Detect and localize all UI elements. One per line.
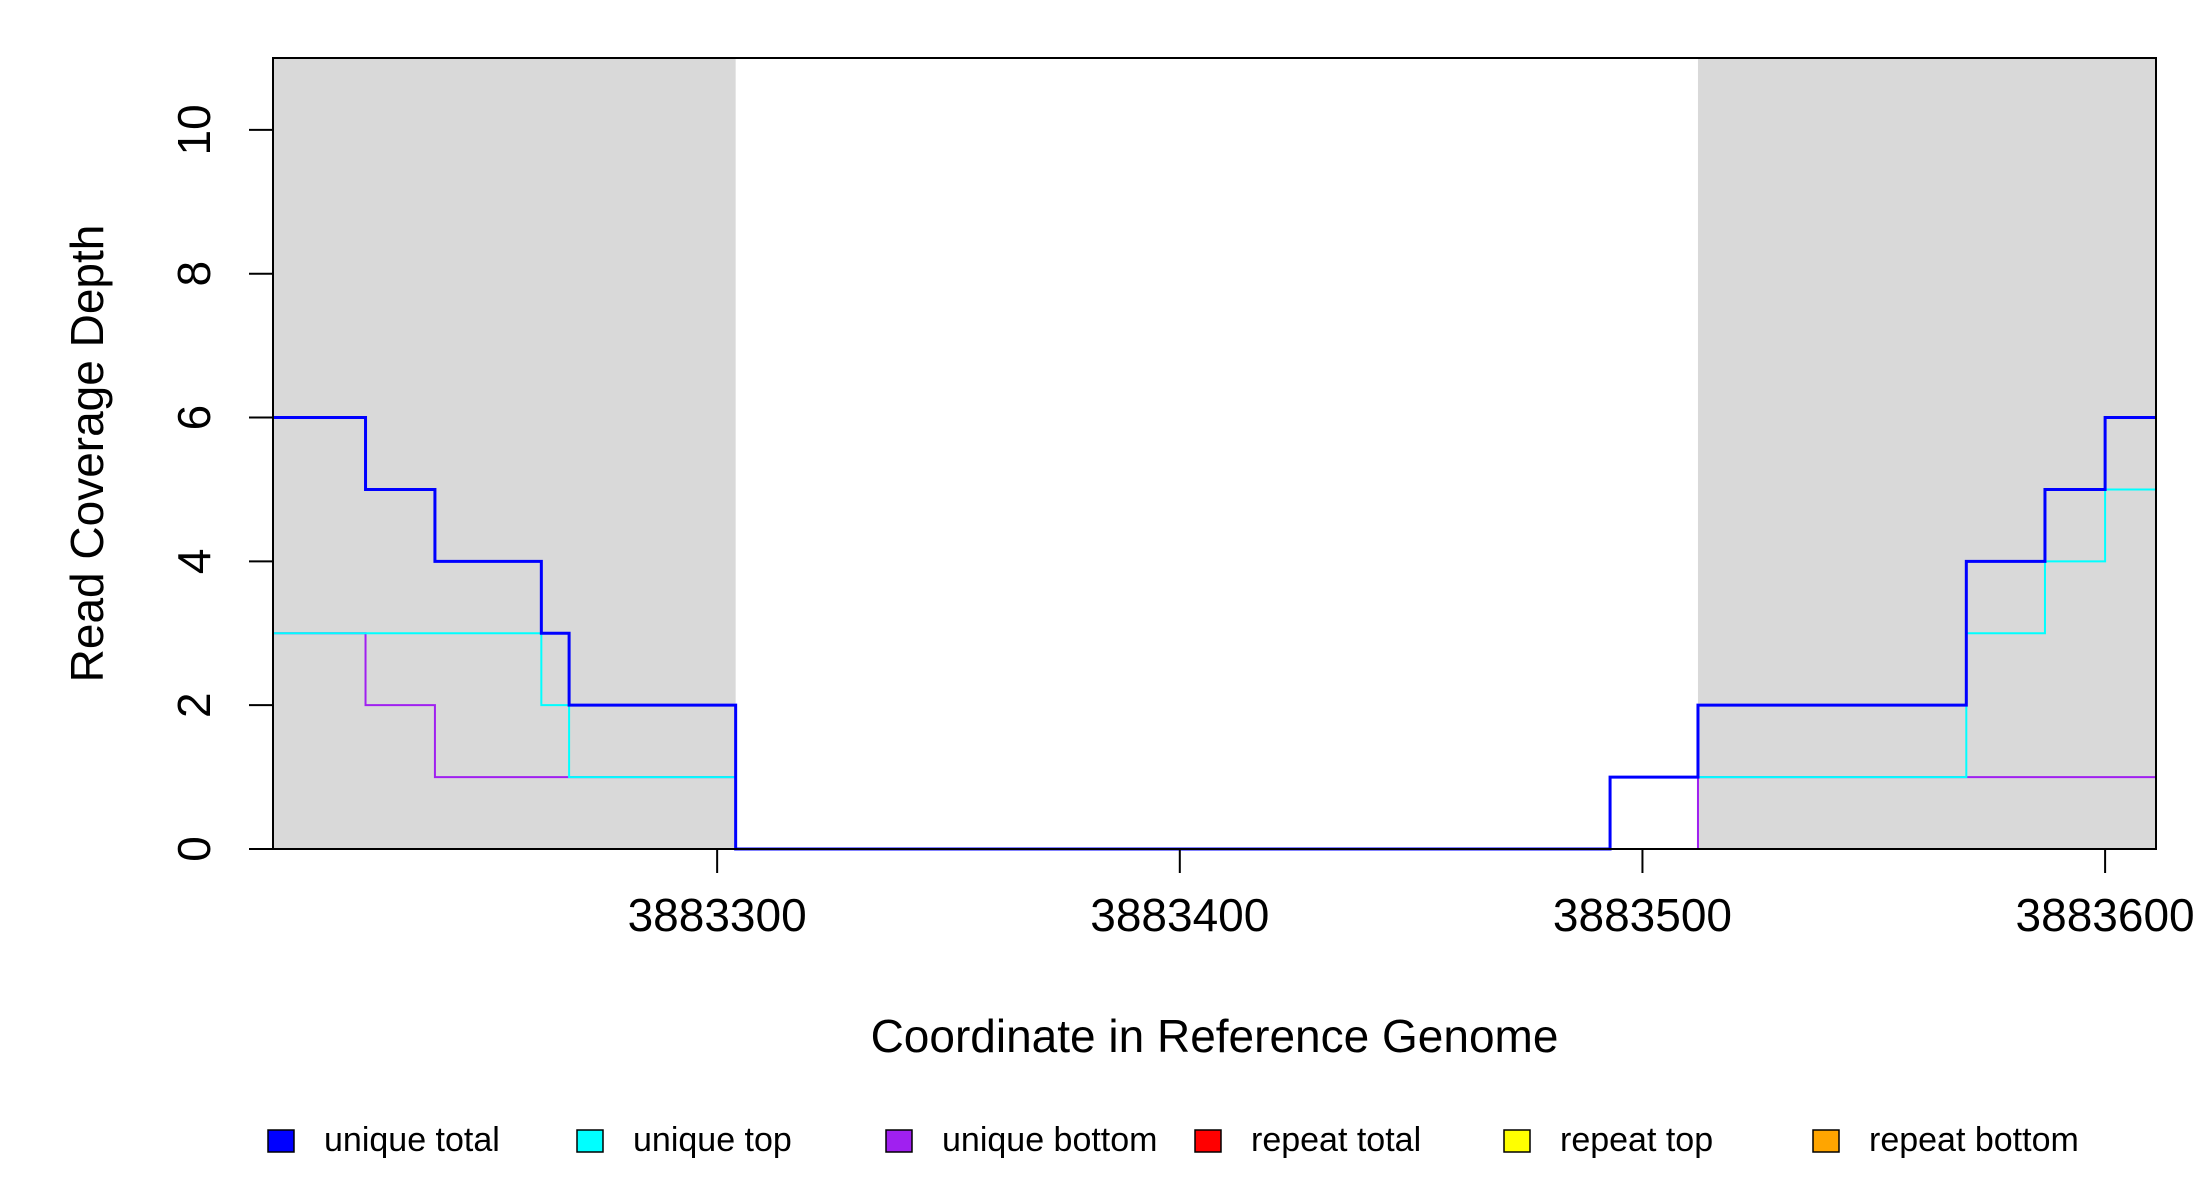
- legend-swatch: [885, 1129, 913, 1153]
- y-axis-title: Read Coverage Depth: [61, 225, 113, 683]
- y-tick-label: 2: [168, 692, 220, 718]
- legend-swatch: [1503, 1129, 1531, 1153]
- x-tick-label: 3883300: [628, 889, 807, 941]
- y-tick-label: 6: [168, 405, 220, 431]
- x-axis-title: Coordinate in Reference Genome: [871, 1010, 1559, 1062]
- shaded-region-1: [1697, 58, 2156, 849]
- legend-label: unique total: [324, 1121, 500, 1159]
- legend-swatch: [1812, 1129, 1840, 1153]
- legend: unique total unique top unique bottom repea…: [267, 1121, 2079, 1159]
- y-axis: 0 2 4 6 8 10: [168, 104, 273, 862]
- shaded-region-0: [273, 58, 736, 849]
- y-tick-label: 8: [168, 261, 220, 287]
- legend-swatch: [267, 1129, 295, 1153]
- y-tick-label: 10: [168, 104, 220, 155]
- legend-label: repeat top: [1560, 1121, 1713, 1159]
- y-tick-label: 0: [168, 836, 220, 862]
- shaded-regions: [273, 58, 2156, 849]
- x-tick-label: 3883500: [1553, 889, 1732, 941]
- x-axis: 3883300 3883400 3883500 3883600: [628, 849, 2195, 941]
- plot-frame: [272, 57, 2157, 850]
- legend-label: repeat total: [1251, 1121, 1421, 1159]
- x-tick-label: 3883400: [1090, 889, 1269, 941]
- legend-label: repeat bottom: [1869, 1121, 2079, 1159]
- legend-label: unique bottom: [942, 1121, 1158, 1159]
- y-tick-label: 4: [168, 549, 220, 575]
- legend-label: unique top: [633, 1121, 792, 1159]
- legend-swatch: [576, 1129, 604, 1153]
- legend-swatch: [1194, 1129, 1222, 1153]
- x-tick-label: 3883600: [2016, 889, 2195, 941]
